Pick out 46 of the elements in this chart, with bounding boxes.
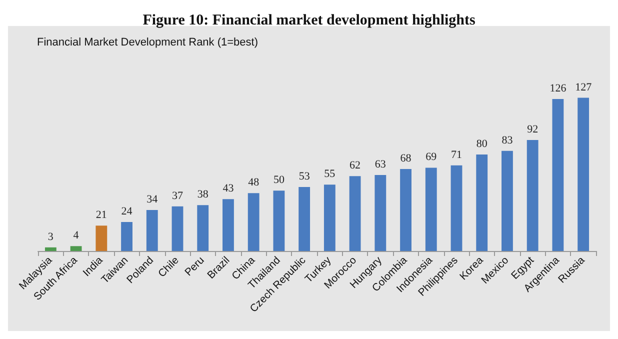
bar bbox=[298, 187, 310, 251]
data-label: 37 bbox=[172, 190, 184, 202]
data-label: 83 bbox=[502, 134, 514, 146]
bar bbox=[526, 140, 538, 251]
data-label: 69 bbox=[426, 151, 438, 164]
chart-subtitle: Financial Market Development Rank (1=best) bbox=[37, 36, 258, 48]
bar bbox=[146, 210, 158, 251]
data-label: 92 bbox=[527, 123, 538, 136]
data-label: 43 bbox=[222, 182, 234, 195]
bar bbox=[552, 98, 564, 251]
bar bbox=[121, 222, 132, 251]
chart-title: Figure 10: Financial market development highlights bbox=[142, 12, 476, 28]
bar bbox=[349, 176, 361, 251]
data-label: 50 bbox=[273, 174, 285, 186]
data-label: 4 bbox=[73, 230, 80, 242]
data-label: 24 bbox=[121, 206, 133, 218]
bar bbox=[96, 226, 108, 251]
data-label: 68 bbox=[400, 152, 412, 164]
data-label: 63 bbox=[374, 158, 386, 170]
data-label: 21 bbox=[96, 209, 107, 222]
data-label: 3 bbox=[48, 230, 54, 243]
bar bbox=[248, 193, 260, 251]
bar bbox=[70, 246, 82, 251]
data-label: 55 bbox=[324, 168, 336, 180]
bar bbox=[425, 168, 437, 251]
bar bbox=[374, 174, 386, 251]
data-label: 48 bbox=[248, 176, 260, 189]
data-label: 62 bbox=[350, 160, 361, 172]
bar bbox=[450, 165, 462, 251]
bar bbox=[172, 206, 184, 251]
bar bbox=[476, 154, 488, 251]
bar bbox=[502, 150, 513, 251]
data-label: 34 bbox=[146, 193, 158, 206]
data-label: 126 bbox=[550, 82, 567, 94]
data-label: 127 bbox=[575, 81, 592, 94]
data-label: 80 bbox=[476, 138, 488, 150]
bar bbox=[222, 199, 234, 251]
data-label: 53 bbox=[298, 170, 310, 183]
bar bbox=[578, 98, 590, 251]
bar bbox=[44, 247, 56, 251]
data-label: 71 bbox=[451, 148, 462, 161]
bar bbox=[400, 168, 412, 251]
bar bbox=[273, 190, 285, 251]
bar bbox=[324, 184, 336, 251]
bar bbox=[197, 205, 209, 251]
data-label: 38 bbox=[197, 188, 209, 201]
